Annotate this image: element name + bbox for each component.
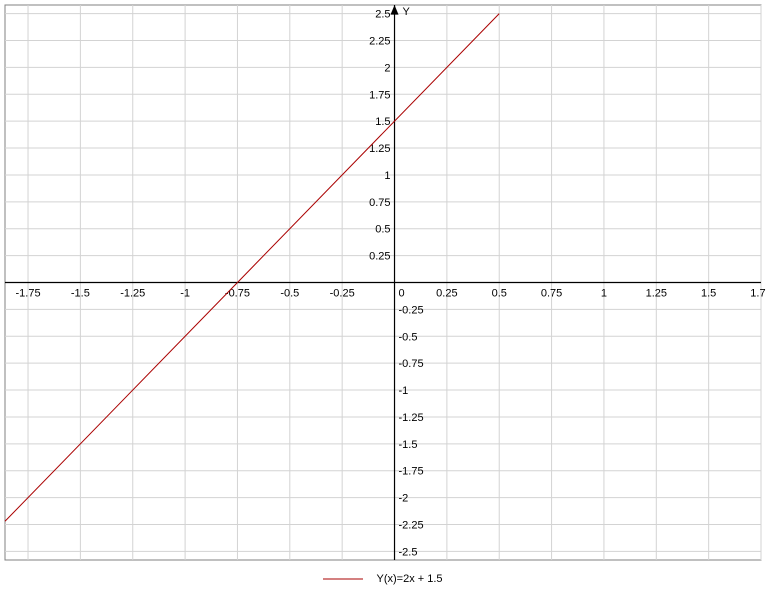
y-tick-label: 1.5: [375, 116, 390, 128]
y-tick-label: -1.75: [399, 466, 424, 478]
y-tick-label: -0.75: [399, 358, 424, 370]
x-tick-label: -0.75: [225, 288, 250, 300]
x-tick-label: -1.5: [71, 288, 90, 300]
x-tick-label: -0.25: [330, 288, 355, 300]
y-tick-label: 0.5: [375, 224, 390, 236]
chart-container: Y -1.75 -1.5 -1.25 -1 -0.75 -0.5 -0.25 0 0.25 0.5 0…: [0, 0, 766, 598]
y-tick-label: 0.75: [369, 197, 390, 209]
y-tick-label: -1: [399, 385, 409, 397]
x-tick-label: 0.5: [492, 288, 507, 300]
y-tick-label: -1.5: [399, 439, 418, 451]
y-axis-label: Y: [403, 6, 411, 18]
x-tick-label: 0.25: [436, 288, 457, 300]
y-tick-label: 2: [384, 62, 390, 74]
y-tick-label: -1.25: [399, 412, 424, 424]
x-tick-label: 1: [601, 288, 607, 300]
y-tick-label: 0.25: [369, 251, 390, 263]
x-tick-label: 1.75: [750, 288, 766, 300]
y-tick-label: 1.25: [369, 143, 390, 155]
x-tick-label: 1.25: [646, 288, 667, 300]
x-tick-label: -1: [180, 288, 190, 300]
y-tick-label: 2.5: [375, 9, 390, 21]
chart-svg: Y -1.75 -1.5 -1.25 -1 -0.75 -0.5 -0.25 0 0.25 0.5 0…: [0, 0, 766, 598]
legend-label: Y(x)=2x + 1.5: [377, 573, 443, 585]
x-tick-label: 0.75: [541, 288, 562, 300]
x-tick-label: 0: [399, 288, 405, 300]
legend-swatch: [323, 574, 363, 584]
legend: Y(x)=2x + 1.5: [0, 573, 766, 585]
y-tick-label: -2: [399, 493, 409, 505]
y-tick-label: 2.25: [369, 35, 390, 47]
y-tick-label: -0.5: [399, 331, 418, 343]
x-tick-label: -1.25: [120, 288, 145, 300]
y-tick-label: -0.25: [399, 304, 424, 316]
x-tick-label: -0.5: [280, 288, 299, 300]
y-tick-label: -2.5: [399, 546, 418, 558]
y-tick-label: 1: [384, 170, 390, 182]
x-tick-label: -1.75: [15, 288, 40, 300]
y-tick-label: -2.25: [399, 520, 424, 532]
y-tick-label: 1.75: [369, 89, 390, 101]
x-tick-label: 1.5: [701, 288, 716, 300]
